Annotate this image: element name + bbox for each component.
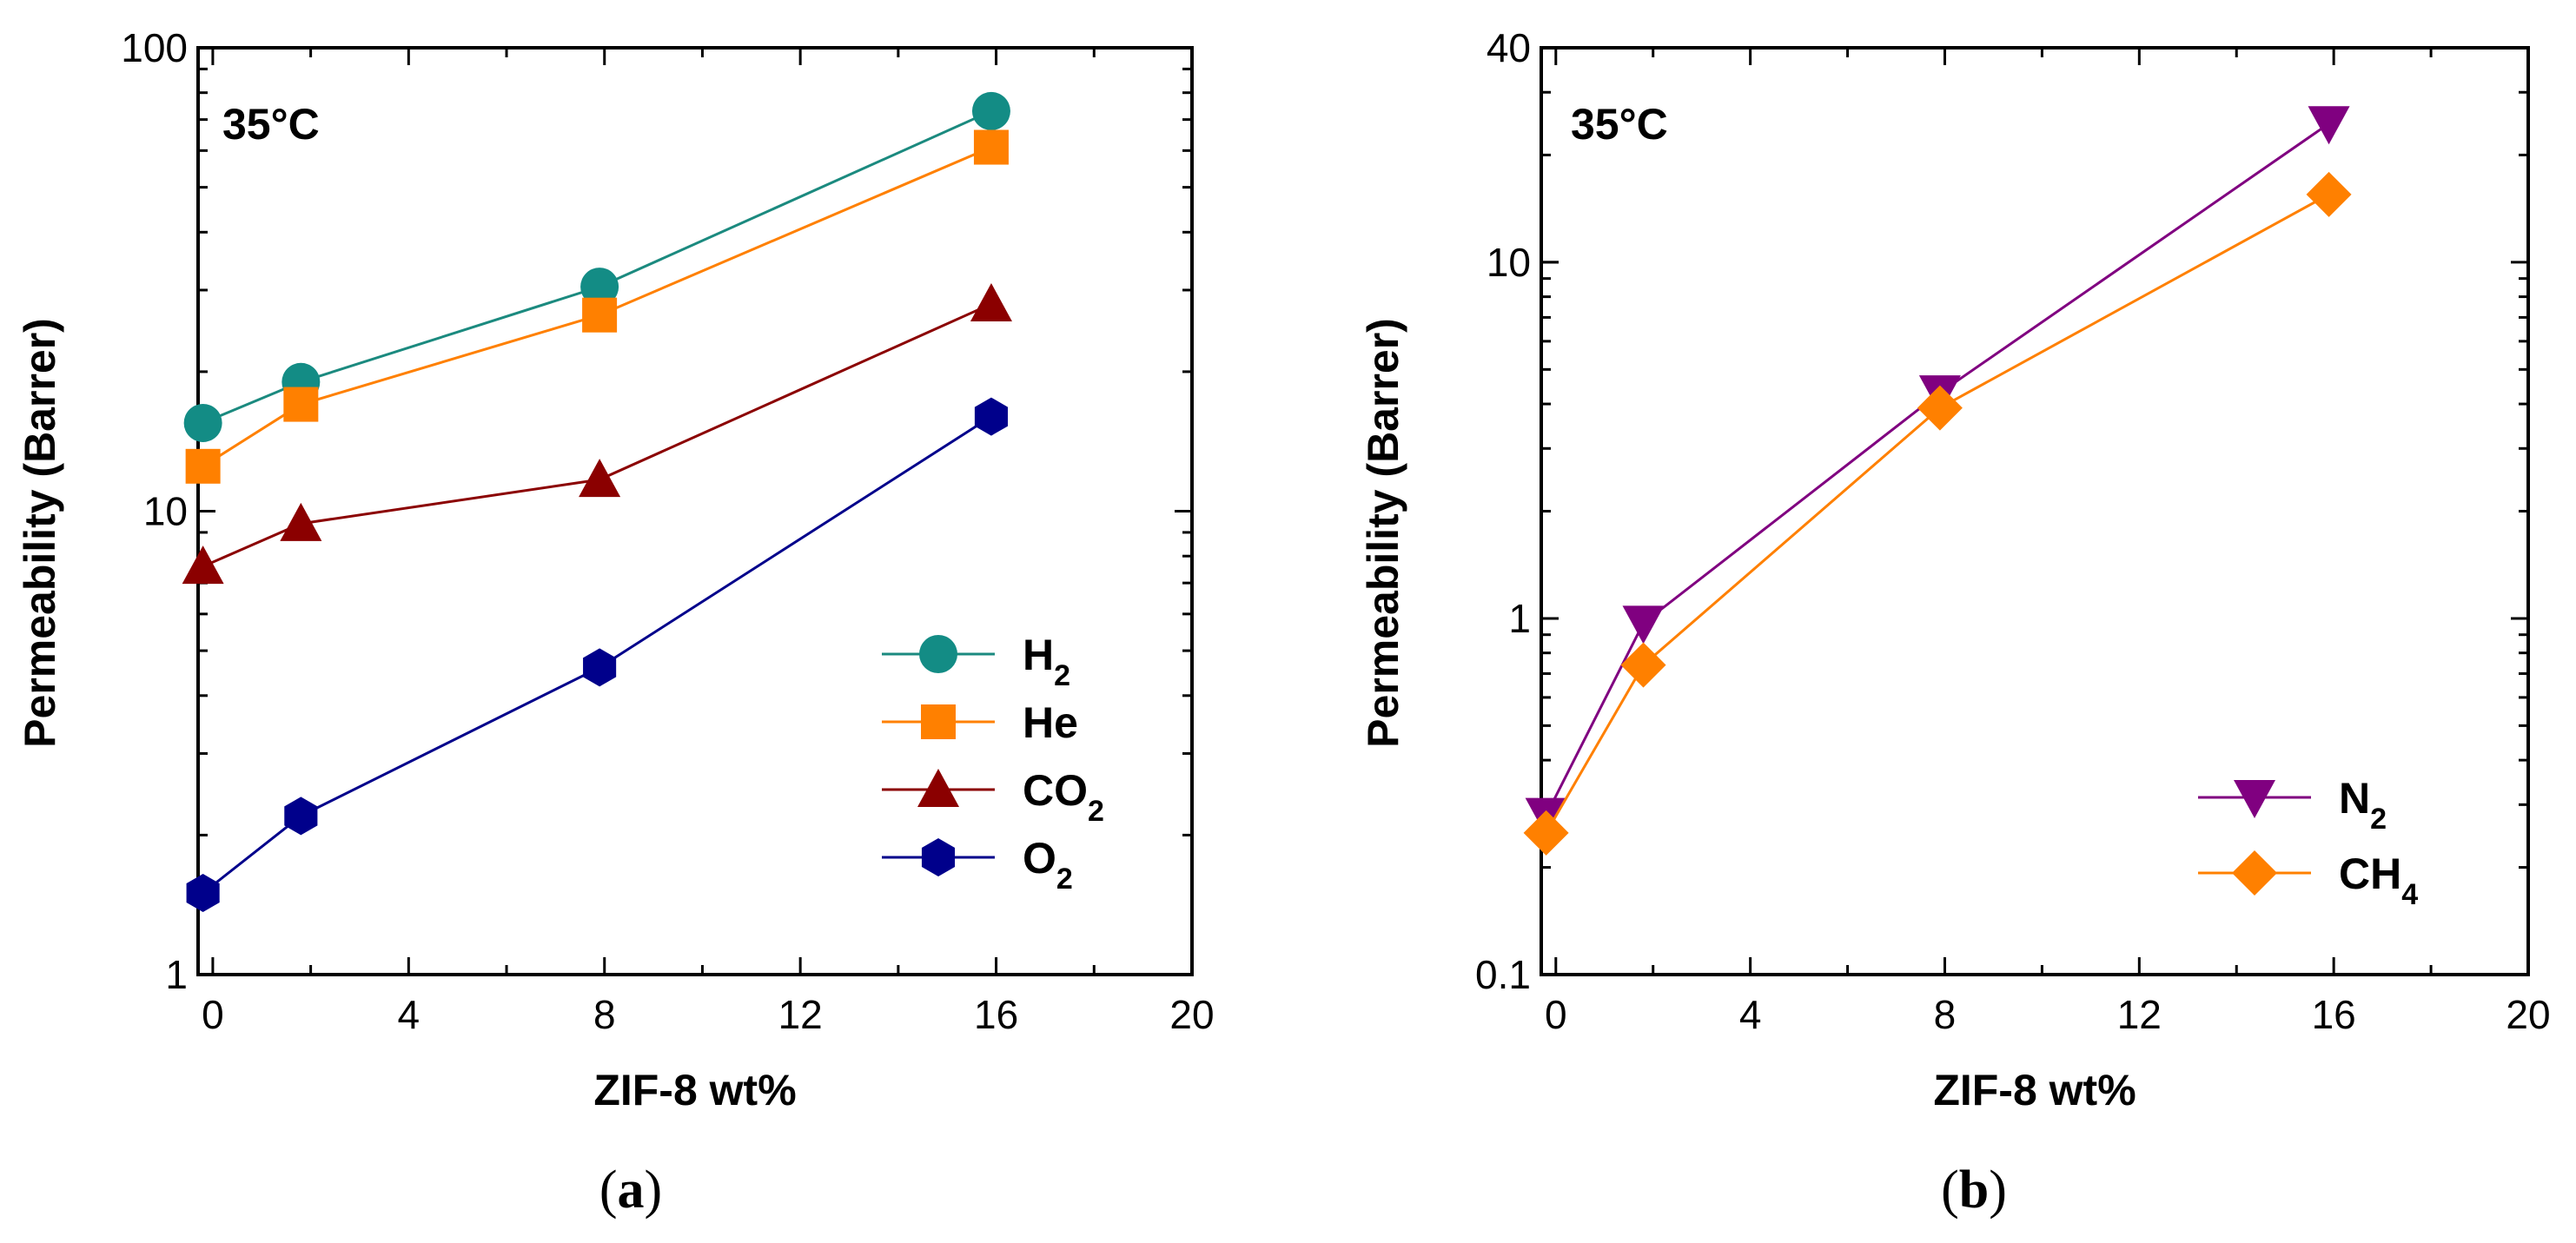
data-point-triangle-up	[182, 545, 224, 585]
panel-a: 0 4 8 12 16 20 1 10 100 ZIF-8 wt% Permeability (Ba…	[16, 25, 1215, 1114]
legend-name: O	[1023, 834, 1056, 883]
x-tick-label: 12	[2117, 992, 2162, 1037]
data-point-diamond	[1917, 385, 1963, 431]
data-point-diamond	[1620, 642, 1666, 688]
caption-close: )	[645, 1160, 663, 1220]
data-point-hexagon	[186, 874, 220, 913]
x-tick-label: 20	[1169, 992, 1214, 1037]
legend-name: H	[1023, 631, 1054, 679]
legend-label: O2	[1023, 834, 1073, 896]
data-point-diamond	[1523, 810, 1569, 856]
panel-b: 0 4 8 12 16 20 0.1 1 10 40 ZIF-8 wt% Permeability (…	[1359, 25, 2551, 1114]
legend-marker-circle	[919, 635, 957, 673]
series-2	[182, 282, 1012, 585]
legend-subscript: 2	[1088, 795, 1104, 828]
data-point-hexagon	[583, 648, 617, 687]
legend-marker-triangle-down	[2234, 780, 2275, 818]
legend-label: H2	[1023, 631, 1070, 692]
caption-close: )	[1989, 1160, 2007, 1220]
temperature-label: 35°C	[222, 100, 320, 149]
legend-marker-triangle-up	[917, 769, 959, 807]
data-point-triangle-up	[280, 502, 322, 541]
x-tick-label: 16	[2312, 992, 2356, 1037]
x-tick-label: 16	[974, 992, 1018, 1037]
legend-marker-hexagon	[921, 838, 956, 876]
data-point-square	[973, 129, 1009, 165]
legend-name: N	[2339, 774, 2370, 823]
series-0	[183, 91, 1010, 442]
caption-open: (	[599, 1160, 618, 1220]
temperature-label: 35°C	[1571, 100, 1668, 149]
x-axis-title: ZIF-8 wt%	[1933, 1066, 2136, 1114]
x-tick-label: 0	[1545, 992, 1567, 1037]
series-1	[1523, 171, 2352, 856]
data-point-square	[185, 448, 221, 484]
x-axis-title: ZIF-8 wt%	[593, 1066, 796, 1114]
x-tick-label: 4	[398, 992, 421, 1037]
x-tick-label: 4	[1739, 992, 1762, 1037]
y-tick-label: 0.1	[1475, 952, 1531, 997]
data-point-triangle-up	[579, 459, 621, 498]
series-line	[202, 146, 992, 468]
data-point-hexagon	[284, 797, 318, 836]
series-3	[186, 397, 1008, 913]
y-tick-label: 10	[1487, 240, 1531, 285]
legend-subscript: 4	[2401, 878, 2418, 911]
caption-letter: a	[618, 1160, 645, 1220]
y-axis-title: Permeability (Barrer)	[16, 318, 64, 748]
legend-name: CH	[2339, 850, 2401, 898]
series-0	[1525, 106, 2350, 836]
series-1	[185, 129, 1009, 484]
data-point-circle	[580, 268, 619, 307]
caption-letter: b	[1959, 1160, 1989, 1220]
y-tick-label: 1	[1508, 596, 1531, 641]
legend-marker-square	[921, 704, 956, 739]
legend-label: N2	[2339, 774, 2387, 836]
legend-label: He	[1023, 698, 1078, 747]
data-point-square	[582, 297, 618, 333]
series-line	[1545, 193, 2330, 834]
legend-label: CO2	[1023, 766, 1104, 828]
data-point-hexagon	[974, 397, 1008, 436]
legend-name: CO	[1023, 766, 1088, 815]
data-point-triangle-up	[970, 282, 1012, 321]
x-tick-label: 0	[202, 992, 224, 1037]
x-tick-label: 8	[1934, 992, 1957, 1037]
legend-marker-diamond	[2232, 850, 2277, 896]
legend-label: CH4	[2339, 850, 2418, 911]
legend-subscript: 2	[2370, 803, 2387, 836]
y-tick-label: 1	[165, 952, 188, 997]
data-point-circle	[183, 403, 222, 442]
x-tick-label: 12	[778, 992, 823, 1037]
data-point-triangle-down	[2308, 106, 2350, 145]
data-point-diamond	[2306, 171, 2352, 217]
legend-subscript: 2	[1056, 863, 1073, 896]
x-tick-label: 8	[593, 992, 616, 1037]
series-line	[202, 415, 992, 895]
legend-name: He	[1023, 698, 1078, 747]
panel-caption-a: (a)	[599, 1160, 662, 1220]
y-axis-title: Permeability (Barrer)	[1359, 318, 1407, 748]
legend-subscript: 2	[1054, 659, 1070, 692]
data-point-circle	[971, 91, 1010, 130]
series-line	[1545, 122, 2330, 817]
series-line	[202, 109, 992, 425]
y-tick-label: 10	[143, 489, 188, 534]
y-tick-label: 40	[1487, 25, 1531, 70]
y-tick-label: 100	[121, 25, 188, 70]
data-point-square	[283, 387, 319, 422]
series-line	[202, 302, 992, 568]
x-tick-label: 20	[2506, 992, 2550, 1037]
panel-caption-b: (b)	[1941, 1160, 2007, 1220]
caption-open: (	[1941, 1160, 1959, 1220]
data-point-triangle-down	[1622, 605, 1665, 645]
